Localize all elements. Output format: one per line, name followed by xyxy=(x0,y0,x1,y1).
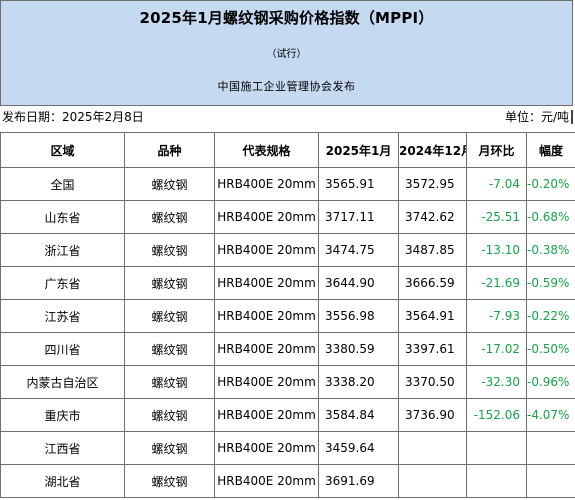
publisher-line: 中国施工企业管理协会发布 xyxy=(217,80,356,93)
table-row: 江苏省 螺纹钢 HRB400E 20mm 3556.98 3564.91 -7.93 -0.… xyxy=(0,299,575,333)
release-date: 发布日期：2025年2月8日 xyxy=(2,110,144,124)
cell-dec2024[interactable]: 3736.90 xyxy=(398,398,467,432)
cell-dec2024[interactable] xyxy=(398,431,467,465)
col-header-region[interactable]: 区域 xyxy=(0,132,125,168)
table-header-row: 区域 品种 代表规格 2025年1月 2024年12月 月环比 幅度 xyxy=(0,132,575,168)
cell-dec2024[interactable]: 3572.95 xyxy=(398,167,467,201)
cell-mom[interactable] xyxy=(466,464,527,498)
cell-variety[interactable]: 螺纹钢 xyxy=(124,464,215,498)
cell-spec[interactable]: HRB400E 20mm xyxy=(214,332,319,366)
cell-region[interactable]: 广东省 xyxy=(0,266,125,300)
cell-spec[interactable]: HRB400E 20mm xyxy=(214,398,319,432)
cell-variety[interactable]: 螺纹钢 xyxy=(124,200,215,234)
table-row: 内蒙古自治区 螺纹钢 HRB400E 20mm 3338.20 3370.50 -32.3… xyxy=(0,365,575,399)
col-header-spec[interactable]: 代表规格 xyxy=(214,132,319,168)
title-banner: 2025年1月螺纹钢采购价格指数（MPPI） （试行） 中国施工企业管理协会发布 xyxy=(0,0,573,106)
cell-pct[interactable]: -0.96% xyxy=(526,365,575,399)
page-subtitle: （试行） xyxy=(266,49,307,60)
cell-dec2024[interactable]: 3487.85 xyxy=(398,233,467,267)
cell-jan2025[interactable]: 3644.90 xyxy=(318,266,399,300)
table-row: 四川省 螺纹钢 HRB400E 20mm 3380.59 3397.61 -17.02 -0… xyxy=(0,332,575,366)
cell-spec[interactable]: HRB400E 20mm xyxy=(214,464,319,498)
col-header-pct[interactable]: 幅度 xyxy=(526,132,575,168)
cell-dec2024[interactable] xyxy=(398,464,467,498)
cell-dec2024[interactable]: 3564.91 xyxy=(398,299,467,333)
cell-mom[interactable]: -7.04 xyxy=(466,167,527,201)
column-edge-divider xyxy=(571,110,573,124)
cell-spec[interactable]: HRB400E 20mm xyxy=(214,266,319,300)
table-row: 浙江省 螺纹钢 HRB400E 20mm 3474.75 3487.85 -13.10 -0… xyxy=(0,233,575,267)
cell-pct[interactable]: -4.07% xyxy=(526,398,575,432)
cell-jan2025[interactable]: 3380.59 xyxy=(318,332,399,366)
table-row: 湖北省 螺纹钢 HRB400E 20mm 3691.69 xyxy=(0,464,575,498)
cell-spec[interactable]: HRB400E 20mm xyxy=(214,365,319,399)
table-row: 全国 螺纹钢 HRB400E 20mm 3565.91 3572.95 -7.04 -0.2… xyxy=(0,167,575,201)
col-header-jan2025[interactable]: 2025年1月 xyxy=(318,132,399,168)
cell-region[interactable]: 江苏省 xyxy=(0,299,125,333)
cell-jan2025[interactable]: 3338.20 xyxy=(318,365,399,399)
cell-dec2024[interactable]: 3742.62 xyxy=(398,200,467,234)
cell-jan2025[interactable]: 3717.11 xyxy=(318,200,399,234)
cell-region[interactable]: 四川省 xyxy=(0,332,125,366)
cell-spec[interactable]: HRB400E 20mm xyxy=(214,431,319,465)
cell-spec[interactable]: HRB400E 20mm xyxy=(214,167,319,201)
cell-pct[interactable]: -0.20% xyxy=(526,167,575,201)
cell-jan2025[interactable]: 3459.64 xyxy=(318,431,399,465)
cell-variety[interactable]: 螺纹钢 xyxy=(124,332,215,366)
cell-region[interactable]: 浙江省 xyxy=(0,233,125,267)
cell-variety[interactable]: 螺纹钢 xyxy=(124,266,215,300)
cell-pct[interactable]: -0.68% xyxy=(526,200,575,234)
meta-row: 发布日期：2025年2月8日 单位：元/吨 xyxy=(0,106,573,132)
cell-mom[interactable]: -152.06 xyxy=(466,398,527,432)
col-header-variety[interactable]: 品种 xyxy=(124,132,215,168)
col-header-mom[interactable]: 月环比 xyxy=(466,132,527,168)
cell-jan2025[interactable]: 3556.98 xyxy=(318,299,399,333)
cell-jan2025[interactable]: 3474.75 xyxy=(318,233,399,267)
cell-pct[interactable] xyxy=(526,464,575,498)
cell-dec2024[interactable]: 3397.61 xyxy=(398,332,467,366)
cell-mom[interactable]: -13.10 xyxy=(466,233,527,267)
cell-variety[interactable]: 螺纹钢 xyxy=(124,167,215,201)
unit-label: 单位：元/吨 xyxy=(504,110,569,124)
cell-dec2024[interactable]: 3370.50 xyxy=(398,365,467,399)
cell-jan2025[interactable]: 3565.91 xyxy=(318,167,399,201)
price-index-table: 区域 品种 代表规格 2025年1月 2024年12月 月环比 幅度 全国 螺纹钢… xyxy=(0,132,575,498)
cell-region[interactable]: 湖北省 xyxy=(0,464,125,498)
cell-mom[interactable]: -25.51 xyxy=(466,200,527,234)
cell-jan2025[interactable]: 3691.69 xyxy=(318,464,399,498)
cell-spec[interactable]: HRB400E 20mm xyxy=(214,299,319,333)
cell-region[interactable]: 江西省 xyxy=(0,431,125,465)
table-row: 江西省 螺纹钢 HRB400E 20mm 3459.64 xyxy=(0,431,575,465)
cell-spec[interactable]: HRB400E 20mm xyxy=(214,233,319,267)
cell-pct[interactable] xyxy=(526,431,575,465)
cell-dec2024[interactable]: 3666.59 xyxy=(398,266,467,300)
cell-pct[interactable]: -0.38% xyxy=(526,233,575,267)
cell-region[interactable]: 内蒙古自治区 xyxy=(0,365,125,399)
cell-region[interactable]: 全国 xyxy=(0,167,125,201)
cell-mom[interactable]: -17.02 xyxy=(466,332,527,366)
cell-variety[interactable]: 螺纹钢 xyxy=(124,299,215,333)
cell-jan2025[interactable]: 3584.84 xyxy=(318,398,399,432)
cell-mom[interactable] xyxy=(466,431,527,465)
cell-variety[interactable]: 螺纹钢 xyxy=(124,398,215,432)
page-title: 2025年1月螺纹钢采购价格指数（MPPI） xyxy=(139,9,434,27)
col-header-dec2024[interactable]: 2024年12月 xyxy=(398,132,467,168)
cell-region[interactable]: 山东省 xyxy=(0,200,125,234)
cell-mom[interactable]: -7.93 xyxy=(466,299,527,333)
cell-mom[interactable]: -21.69 xyxy=(466,266,527,300)
cell-mom[interactable]: -32.30 xyxy=(466,365,527,399)
cell-pct[interactable]: -0.50% xyxy=(526,332,575,366)
table-row: 重庆市 螺纹钢 HRB400E 20mm 3584.84 3736.90 -152.06-… xyxy=(0,398,575,432)
table-row: 广东省 螺纹钢 HRB400E 20mm 3644.90 3666.59 -21.69 -0… xyxy=(0,266,575,300)
cell-region[interactable]: 重庆市 xyxy=(0,398,125,432)
cell-variety[interactable]: 螺纹钢 xyxy=(124,431,215,465)
cell-variety[interactable]: 螺纹钢 xyxy=(124,365,215,399)
cell-variety[interactable]: 螺纹钢 xyxy=(124,233,215,267)
cell-pct[interactable]: -0.22% xyxy=(526,299,575,333)
cell-pct[interactable]: -0.59% xyxy=(526,266,575,300)
cell-spec[interactable]: HRB400E 20mm xyxy=(214,200,319,234)
table-row: 山东省 螺纹钢 HRB400E 20mm 3717.11 3742.62 -25.51 -0… xyxy=(0,200,575,234)
